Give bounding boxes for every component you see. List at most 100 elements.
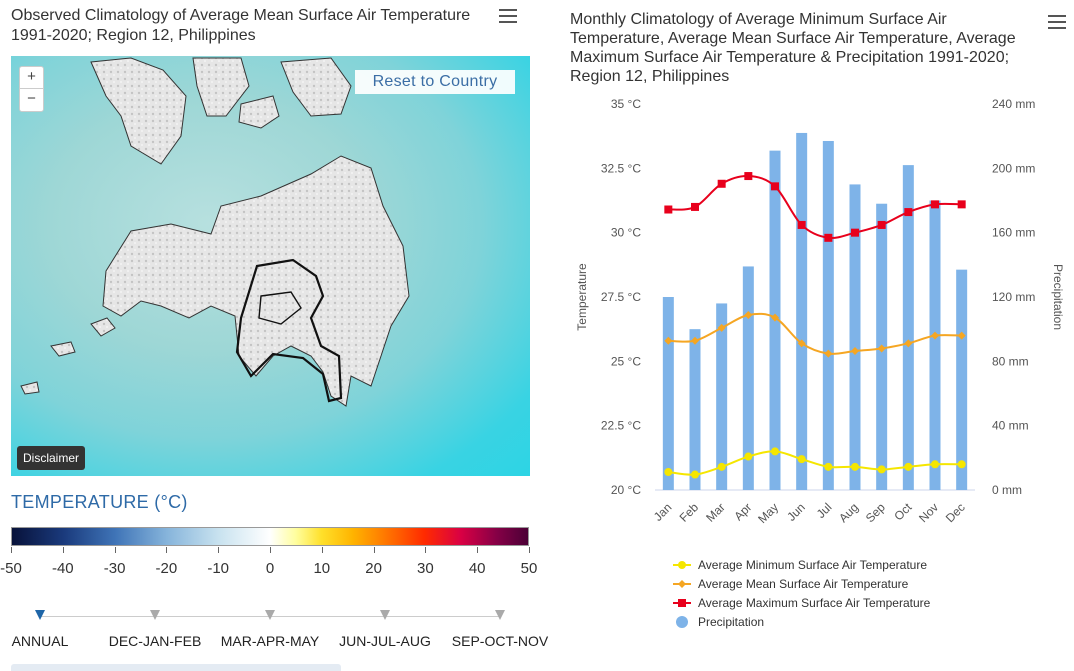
colorbar-tick [62,547,64,553]
island-north-3 [280,57,352,117]
left-axis-tick-label: 22.5 °C [601,419,641,433]
x-axis-tick-label: Nov [916,500,941,525]
left-axis-tick-label: 35 °C [611,97,641,111]
right-axis-tick-label: 80 mm [992,354,1029,368]
series-point-diamond [824,349,833,358]
left-axis-title: Temperature [575,263,589,331]
scroll-strip [11,664,341,671]
season-marker-icon[interactable] [495,610,505,620]
disclaimer-button[interactable]: Disclaimer [17,446,86,470]
mindanao [102,155,410,407]
series-point-square [824,233,833,242]
island-sulu-2 [50,341,76,357]
series-line-diamond [668,312,962,355]
series-point-diamond [851,347,859,356]
island-sulu-3 [20,381,40,395]
colorbar-tick-label: 0 [265,560,275,577]
season-option-sep-oct-nov[interactable]: SEP-OCT-NOV [451,633,549,649]
island-sulu-1 [90,317,116,337]
precipitation-bar [929,200,941,490]
zoom-in-button[interactable]: + [20,67,43,89]
island-north-2 [192,57,250,117]
colorbar-tick [321,547,323,553]
season-option-jun-jul-aug[interactable]: JUN-JUL-AUG [339,633,431,649]
precipitation-bar [662,297,674,490]
map-title: Observed Climatology of Average Mean Sur… [11,7,471,44]
right-axis-tick-label: 0 mm [992,483,1022,497]
x-axis-tick-label: Sep [863,500,888,525]
series-point-diamond [744,311,753,320]
legend-item-label[interactable]: Average Mean Surface Air Temperature [698,577,909,591]
series-point-square [771,182,779,191]
season-marker-icon[interactable] [380,610,390,620]
colorbar-tick-label: 20 [365,560,382,577]
series-point-circle [797,455,806,464]
precipitation-bar [742,266,754,490]
series-point-diamond [664,336,673,345]
right-axis-tick-label: 160 mm [992,226,1035,240]
series-point-circle [744,452,753,461]
precipitation-bar [849,184,861,490]
colorbar-tick [477,547,479,553]
colorbar-tick-label: 10 [313,560,331,577]
climate-map[interactable]: + − Reset to Country Disclaimer [11,56,530,476]
series-point-diamond [931,331,939,340]
chart-title: Monthly Climatology of Average Minimum S… [570,11,1016,85]
series-point-diamond [717,323,726,332]
reset-to-country-button[interactable]: Reset to Country [355,70,515,94]
series-point-square [664,205,673,214]
chart-menu-icon[interactable] [499,9,517,23]
left-axis-tick-label: 30 °C [611,226,641,240]
colorbar-tick-label: 40 [468,560,486,577]
colorbar-tick [529,547,530,553]
legend-item-label[interactable]: Precipitation [698,615,764,629]
colorbar-tick-label: 30 [417,560,434,577]
left-axis-tick-label: 32.5 °C [601,161,641,175]
series-point-circle [824,462,833,471]
precipitation-bar [796,132,808,490]
series-line-circle [668,450,962,476]
season-option-annual[interactable]: ANNUAL [11,633,69,649]
map-canvas [20,57,410,407]
colorbar-tick-label: -50 [0,560,22,577]
colorbar-tick-label: -10 [207,560,230,577]
series-point-circle [691,470,699,479]
region-12-outline [235,258,343,403]
series-point-square [904,208,913,217]
precipitation-bar [716,303,728,490]
colorbar-tick [114,547,116,553]
colorbar-tick-label: 50 [520,560,538,577]
series-point-circle [957,460,966,469]
colorbar-tick [425,547,427,553]
season-marker-icon[interactable] [150,610,160,620]
x-axis-tick-label: Jul [814,500,835,521]
series-point-square [797,220,806,229]
series-point-circle [664,467,673,476]
series-point-square [931,200,939,209]
season-marker-icon[interactable] [35,610,45,620]
season-option-mar-apr-may[interactable]: MAR-APR-MAY [220,633,320,649]
legend-square-icon [678,599,686,607]
x-axis-tick-label: Aug [836,500,861,525]
season-marker-icon[interactable] [265,610,275,620]
series-point-square [957,200,966,209]
climatology-chart: 20 °C 22.5 °C 25 °C 27.5 °C 30 °C 32.5 °C 35 °… [575,97,1065,629]
legend-diamond-icon [678,580,686,588]
left-axis-tick-label: 27.5 °C [601,290,641,304]
right-axis-tick-label: 40 mm [992,419,1029,433]
legend-item-label[interactable]: Average Minimum Surface Air Temperature [698,558,927,572]
chart-menu-icon[interactable] [1048,15,1066,29]
series-point-square [717,179,726,188]
legend-item-label[interactable]: Average Maximum Surface Air Temperature [698,596,931,610]
colorbar-tick [11,547,12,553]
series-point-diamond [957,331,966,340]
legend-circle-icon [676,616,688,628]
zoom-out-button[interactable]: − [27,90,36,107]
colorbar-tick [373,547,375,553]
series-point-circle [931,460,939,469]
x-axis-tick-label: Dec [943,500,968,525]
season-option-dec-jan-feb[interactable]: DEC-JAN-FEB [108,633,202,649]
colorbar-tick-label: -30 [103,560,126,577]
x-axis-tick-label: Jan [651,500,675,524]
series-line-square [668,175,962,240]
